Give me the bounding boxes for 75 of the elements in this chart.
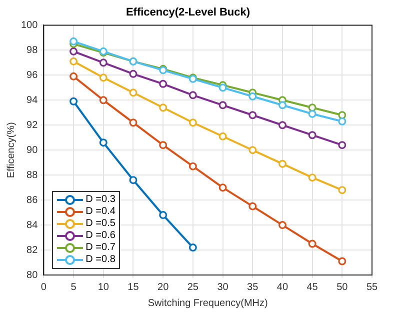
point [188,162,197,170]
point [70,37,78,46]
x-tick-label: 25 [187,282,199,293]
legend-label: D =0.7 [86,242,116,254]
point [308,110,316,118]
point [338,257,346,266]
point [188,244,197,252]
y-tick-label: 84 [26,220,38,231]
point [278,221,286,230]
point [70,97,78,106]
point [188,91,197,100]
point [159,211,168,220]
point [159,141,168,150]
chart-title: Efficency(2-Level Buck) [126,6,250,19]
point [278,160,286,168]
x-tick-label: 15 [128,282,140,293]
point [308,240,316,248]
legend-label: D =0.5 [86,218,116,230]
x-tick-label: 0 [40,282,47,293]
point [338,117,346,126]
y-tick-label: 100 [20,20,38,31]
point [308,131,316,140]
point [129,88,138,97]
legend-label: D =0.4 [86,206,116,218]
point [338,186,346,194]
y-tick-label: 88 [26,170,38,181]
point [248,111,257,120]
y-tick-label: 98 [26,44,38,56]
point [218,184,227,192]
x-tick-label: 45 [306,282,318,293]
point [248,146,257,154]
point [338,111,346,120]
point [129,70,138,78]
point [218,132,227,140]
x-axis-title: Switching Frequency(MHz) [148,298,268,309]
point [99,58,108,67]
x-tick-label: 40 [276,282,288,293]
point [159,104,168,112]
legend-label: D =0.3 [86,194,116,206]
x-tick-label: 35 [247,282,259,293]
y-axis-title: Efficency(%) [6,122,17,178]
point [278,101,286,110]
y-tick-label: 94 [26,94,38,106]
point [70,72,78,80]
point [159,80,168,88]
legend-label: D =0.8 [86,254,116,266]
legend-label: D =0.6 [86,230,116,242]
x-tick-label: 55 [366,282,378,293]
point [308,104,316,112]
point [70,57,78,66]
point [308,174,316,182]
point [129,118,138,127]
point [99,138,108,147]
y-tick-label: 96 [26,70,38,81]
y-tick-label: 80 [26,270,38,281]
point [278,121,286,130]
point [248,92,257,100]
y-tick-label: 92 [26,120,38,131]
y-tick-label: 90 [26,144,38,156]
x-tick-label: 10 [98,282,110,293]
point [218,101,227,110]
point [218,84,227,92]
x-tick-label: 30 [217,282,229,293]
y-tick-label: 86 [26,194,38,206]
point [70,47,78,56]
point [188,118,197,127]
point [129,176,138,184]
point [248,202,257,210]
point [99,74,108,82]
point [338,141,346,150]
y-tick-label: 82 [26,244,38,256]
x-tick-label: 20 [158,282,170,293]
x-tick-label: 5 [70,282,77,293]
point [99,96,108,104]
x-tick-label: 50 [336,282,348,293]
